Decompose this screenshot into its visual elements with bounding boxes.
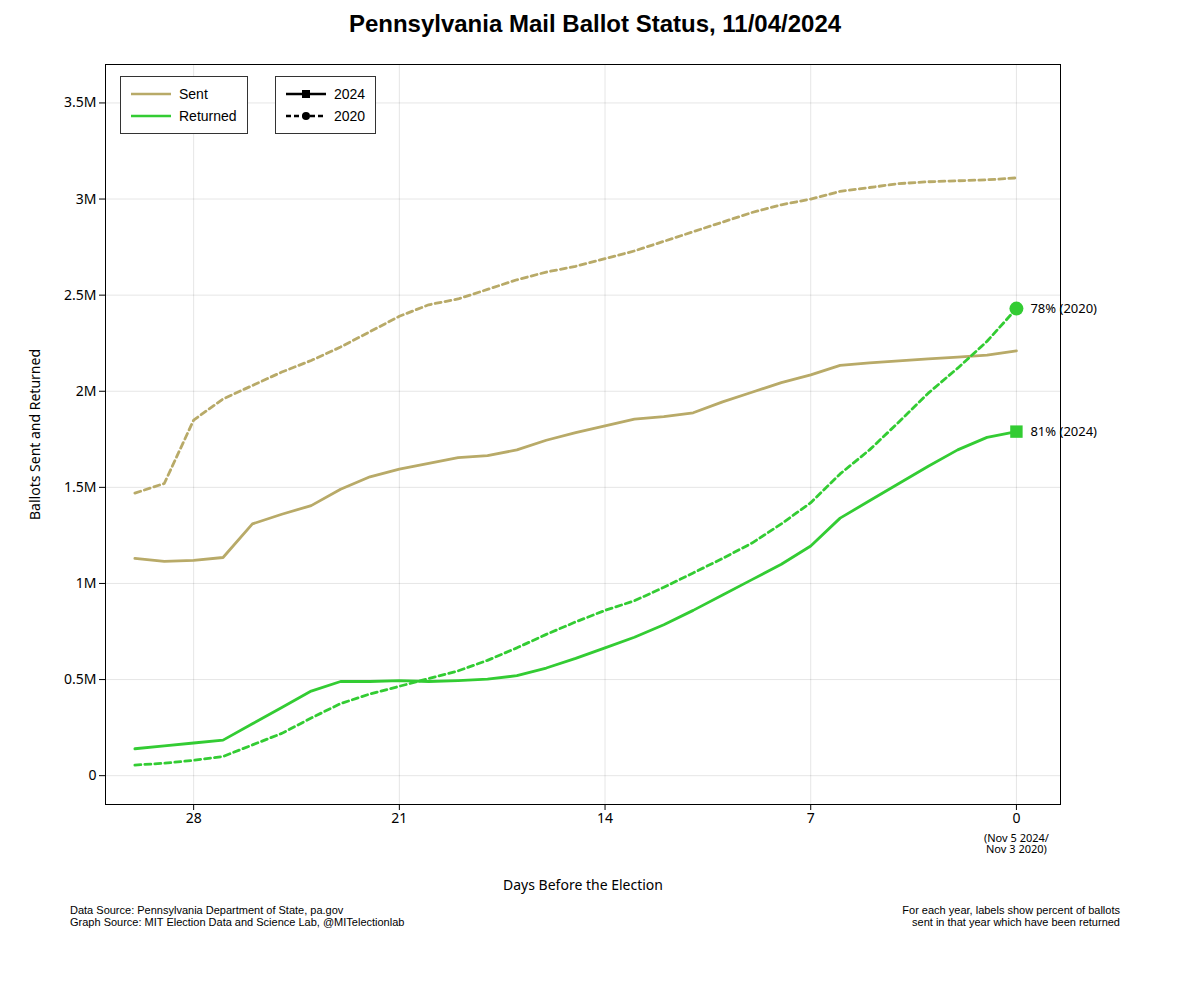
svg-text:2M: 2M [76,381,97,400]
svg-text:78% (2020): 78% (2020) [1030,299,1097,317]
svg-text:2.5M: 2.5M [64,285,96,304]
svg-text:7: 7 [807,808,815,827]
html-text:Pennsylvania Mail Ballot Statu: Pennsylvania Mail Ballot Status, 11/04/2… [348,10,842,37]
svg-text:(Nov 5 2024/Nov 3 2020): (Nov 5 2024/Nov 3 2020) [984,830,1049,856]
html-text:Sent: Sent [179,86,208,102]
html-text:Data Source: Pennsylvania Depa: Data Source: Pennsylvania Department of … [70,904,405,928]
svg-text:28: 28 [186,808,202,827]
html-text:For each year, labels show per: For each year, labels show percent of ba… [902,904,1120,928]
svg-text:14: 14 [597,808,613,827]
html-text:2020: 2020 [334,108,366,124]
svg-text:0.5M: 0.5M [64,669,96,688]
svg-text:81% (2024): 81% (2024) [1030,422,1097,440]
svg-text:Days Before the Election: Days Before the Election [503,875,663,894]
svg-text:0: 0 [88,765,96,784]
svg-text:0: 0 [1012,808,1020,827]
svg-text:1.5M: 1.5M [64,477,96,496]
svg-text:3M: 3M [76,189,97,208]
html-text:2024: 2024 [334,86,366,102]
svg-text:1M: 1M [76,573,97,592]
svg-text:3.5M: 3.5M [64,92,96,111]
html-text:Returned: Returned [179,108,237,124]
svg-text:21: 21 [391,808,407,827]
svg-text:Ballots Sent and Returned: Ballots Sent and Returned [25,349,44,520]
